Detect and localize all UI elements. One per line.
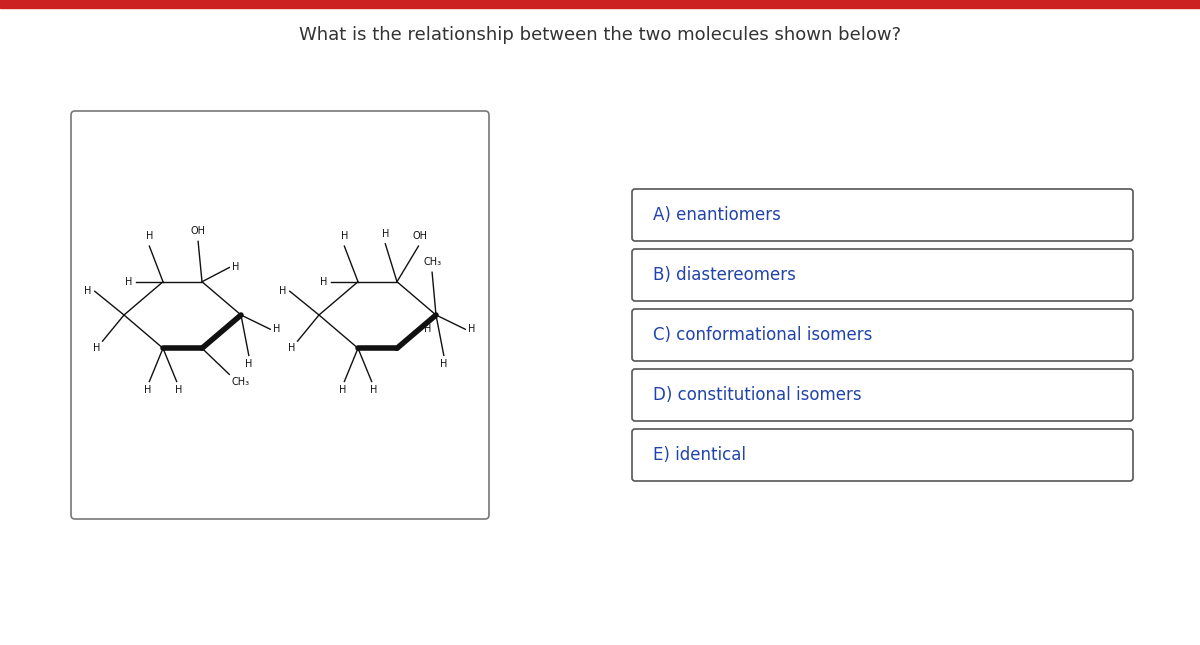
Bar bbox=[0, 0, 1200, 8]
FancyBboxPatch shape bbox=[632, 309, 1133, 361]
Text: A) enantiomers: A) enantiomers bbox=[653, 206, 781, 224]
Text: H: H bbox=[382, 229, 389, 239]
Text: H: H bbox=[233, 263, 240, 272]
Text: H: H bbox=[288, 344, 295, 353]
Text: H: H bbox=[468, 324, 475, 334]
FancyBboxPatch shape bbox=[71, 111, 490, 519]
Text: CH₃: CH₃ bbox=[424, 257, 442, 266]
Text: H: H bbox=[274, 324, 281, 334]
Text: D) constitutional isomers: D) constitutional isomers bbox=[653, 386, 862, 404]
Text: H: H bbox=[341, 232, 348, 241]
Text: H: H bbox=[320, 277, 328, 287]
Text: H: H bbox=[440, 359, 448, 369]
Text: What is the relationship between the two molecules shown below?: What is the relationship between the two… bbox=[299, 26, 901, 44]
FancyBboxPatch shape bbox=[632, 249, 1133, 301]
Text: H: H bbox=[338, 385, 346, 395]
Text: H: H bbox=[144, 385, 151, 395]
Text: H: H bbox=[280, 286, 287, 296]
FancyBboxPatch shape bbox=[632, 189, 1133, 241]
Text: H: H bbox=[145, 232, 154, 241]
Text: OH: OH bbox=[191, 226, 205, 235]
Text: H: H bbox=[84, 286, 91, 296]
FancyBboxPatch shape bbox=[632, 369, 1133, 421]
Text: E) identical: E) identical bbox=[653, 446, 746, 464]
FancyBboxPatch shape bbox=[632, 429, 1133, 481]
Text: H: H bbox=[245, 359, 252, 369]
Text: H: H bbox=[94, 344, 101, 353]
Text: B) diastereomers: B) diastereomers bbox=[653, 266, 796, 284]
Text: H: H bbox=[125, 277, 132, 287]
Text: CH₃: CH₃ bbox=[232, 377, 250, 387]
Text: H: H bbox=[370, 385, 377, 395]
Text: H: H bbox=[175, 385, 182, 395]
Text: H: H bbox=[424, 324, 431, 334]
Text: OH: OH bbox=[413, 232, 428, 241]
Text: C) conformational isomers: C) conformational isomers bbox=[653, 326, 872, 344]
